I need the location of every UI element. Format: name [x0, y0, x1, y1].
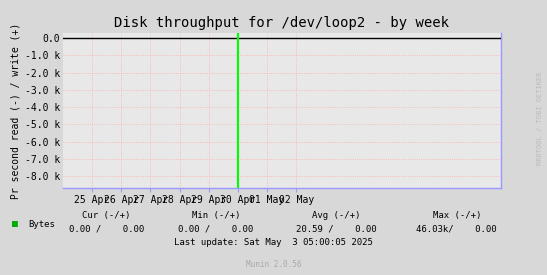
Text: 0.00 /    0.00: 0.00 / 0.00: [69, 224, 144, 233]
Text: 0.00 /    0.00: 0.00 / 0.00: [178, 224, 254, 233]
Text: Munin 2.0.56: Munin 2.0.56: [246, 260, 301, 269]
Y-axis label: Pr second read (-) / write (+): Pr second read (-) / write (+): [11, 23, 21, 199]
Text: Avg (-/+): Avg (-/+): [312, 211, 360, 220]
Text: Bytes: Bytes: [28, 220, 55, 229]
Text: Max (-/+): Max (-/+): [433, 211, 481, 220]
Text: RRDTOOL / TOBI OETIKER: RRDTOOL / TOBI OETIKER: [537, 72, 543, 165]
Text: 20.59 /    0.00: 20.59 / 0.00: [296, 224, 377, 233]
Text: 46.03k/    0.00: 46.03k/ 0.00: [416, 224, 497, 233]
Text: Last update: Sat May  3 05:00:05 2025: Last update: Sat May 3 05:00:05 2025: [174, 238, 373, 247]
Text: ■: ■: [12, 219, 18, 229]
Title: Disk throughput for /dev/loop2 - by week: Disk throughput for /dev/loop2 - by week: [114, 16, 449, 31]
Text: Min (-/+): Min (-/+): [192, 211, 240, 220]
Text: Cur (-/+): Cur (-/+): [83, 211, 131, 220]
